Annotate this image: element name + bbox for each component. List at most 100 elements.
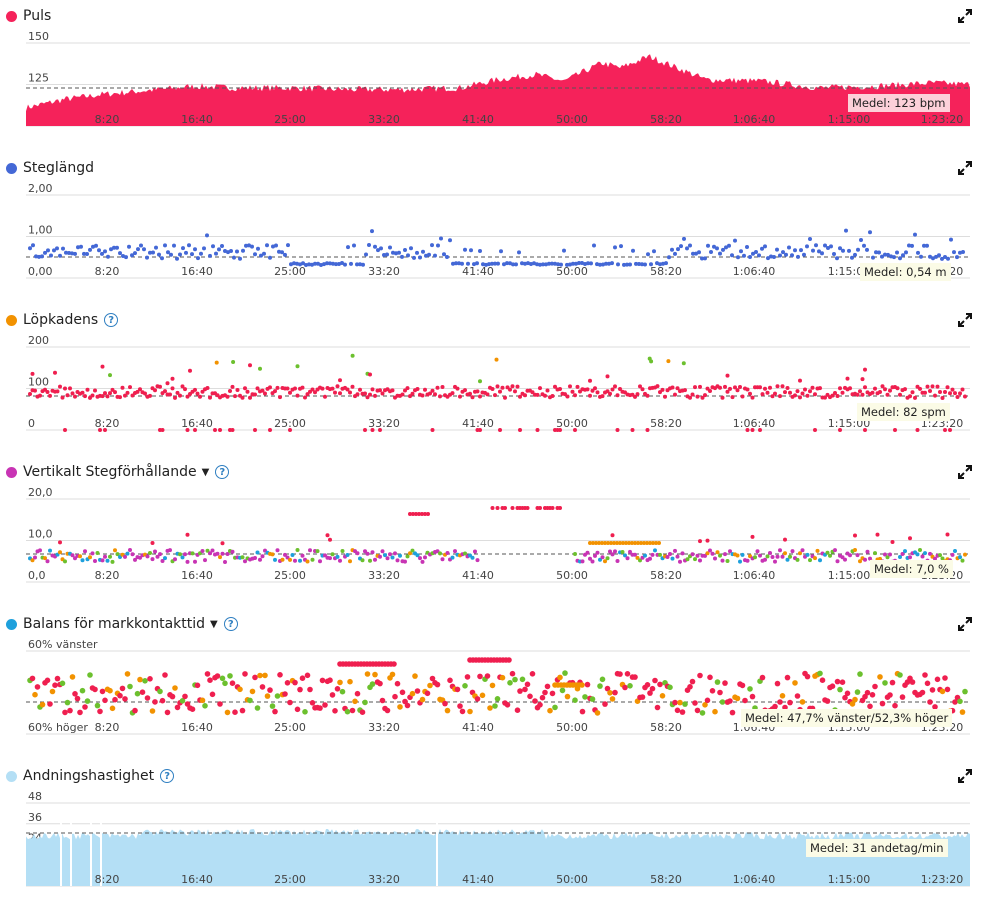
help-icon[interactable]: ? [104, 313, 119, 327]
caret-down-icon[interactable]: ▼ [201, 466, 210, 478]
data-point [835, 394, 840, 398]
data-point [333, 390, 337, 395]
data-point [224, 709, 231, 716]
data-point [760, 246, 764, 251]
data-point [754, 250, 758, 254]
data-point [323, 394, 327, 399]
help-icon[interactable]: ? [223, 617, 238, 631]
data-point [815, 548, 820, 553]
expand-icon[interactable] [958, 465, 972, 479]
expand-icon[interactable] [958, 161, 972, 175]
data-point [728, 549, 732, 554]
data-point [738, 559, 742, 564]
data-point [400, 254, 404, 259]
data-point [798, 551, 802, 556]
data-point [80, 558, 85, 563]
data-point [610, 261, 614, 266]
help-icon[interactable]: ? [160, 769, 175, 783]
data-point [739, 682, 746, 689]
data-point [414, 688, 421, 694]
data-point [194, 682, 201, 689]
data-point [571, 261, 575, 266]
data-point [76, 245, 80, 250]
x-tick-label: 1:06:40 [733, 569, 775, 582]
data-point [479, 692, 486, 699]
data-point [693, 557, 697, 562]
data-point [718, 251, 722, 256]
help-icon[interactable]: ? [215, 465, 230, 479]
data-point [850, 255, 854, 260]
data-point [520, 261, 524, 266]
data-point [923, 551, 927, 556]
y-tick-label: 60% höger [28, 721, 88, 734]
data-point [699, 710, 706, 716]
data-point [950, 387, 955, 392]
data-point [939, 688, 946, 695]
data-point [118, 251, 122, 256]
data-point [680, 551, 685, 556]
data-point [209, 691, 216, 698]
x-tick-label: 25:00 [274, 265, 306, 278]
data-point [127, 244, 131, 249]
expand-icon[interactable] [958, 313, 972, 327]
data-point [595, 390, 600, 395]
data-point [288, 428, 292, 432]
data-point [102, 697, 108, 704]
x-tick-label: 1:06:40 [733, 873, 775, 886]
data-point [322, 702, 328, 708]
data-point [184, 250, 188, 255]
data-point [105, 558, 110, 563]
data-point [829, 244, 833, 249]
data-point [593, 553, 597, 558]
data-point [420, 559, 425, 564]
expand-icon[interactable] [958, 769, 972, 783]
data-point [100, 251, 104, 256]
data-point [267, 687, 273, 693]
data-point [468, 391, 472, 396]
data-point [837, 686, 843, 693]
chart-header: Steglängd [6, 158, 94, 178]
data-point [455, 386, 460, 391]
chart-title: Balans för markkontakttid [23, 616, 206, 632]
data-point [453, 549, 457, 554]
data-point [383, 553, 387, 558]
data-point [348, 559, 352, 564]
data-point [378, 428, 382, 432]
data-point [770, 394, 775, 399]
data-point [499, 249, 503, 254]
data-point [730, 253, 734, 258]
data-point [810, 385, 815, 390]
data-point [305, 392, 310, 397]
data-point [355, 551, 360, 556]
data-point [553, 261, 557, 266]
caret-down-icon[interactable]: ▼ [210, 618, 218, 630]
data-point [173, 395, 177, 400]
data-point [924, 680, 931, 687]
data-point [220, 551, 225, 556]
data-point [53, 370, 57, 375]
data-point [185, 559, 190, 564]
data-point [858, 559, 862, 564]
data-point [163, 389, 167, 394]
data-point [745, 558, 750, 563]
data-point [88, 395, 92, 400]
data-point [362, 699, 368, 706]
expand-icon[interactable] [958, 9, 972, 23]
data-point [448, 238, 452, 243]
data-point [189, 706, 196, 712]
data-point [813, 392, 817, 397]
data-point [376, 248, 380, 253]
expand-icon[interactable] [958, 617, 972, 631]
series-dot [6, 10, 17, 22]
data-point [930, 384, 935, 389]
data-point [853, 548, 857, 552]
data-point [777, 699, 783, 705]
data-point [960, 558, 965, 563]
data-point [153, 388, 157, 393]
x-tick-label: 1:06:40 [733, 417, 775, 430]
data-point [563, 392, 567, 397]
data-point [898, 392, 902, 397]
data-point [886, 252, 890, 257]
data-point [630, 541, 634, 545]
y-tick-label: 20,0 [28, 486, 53, 499]
